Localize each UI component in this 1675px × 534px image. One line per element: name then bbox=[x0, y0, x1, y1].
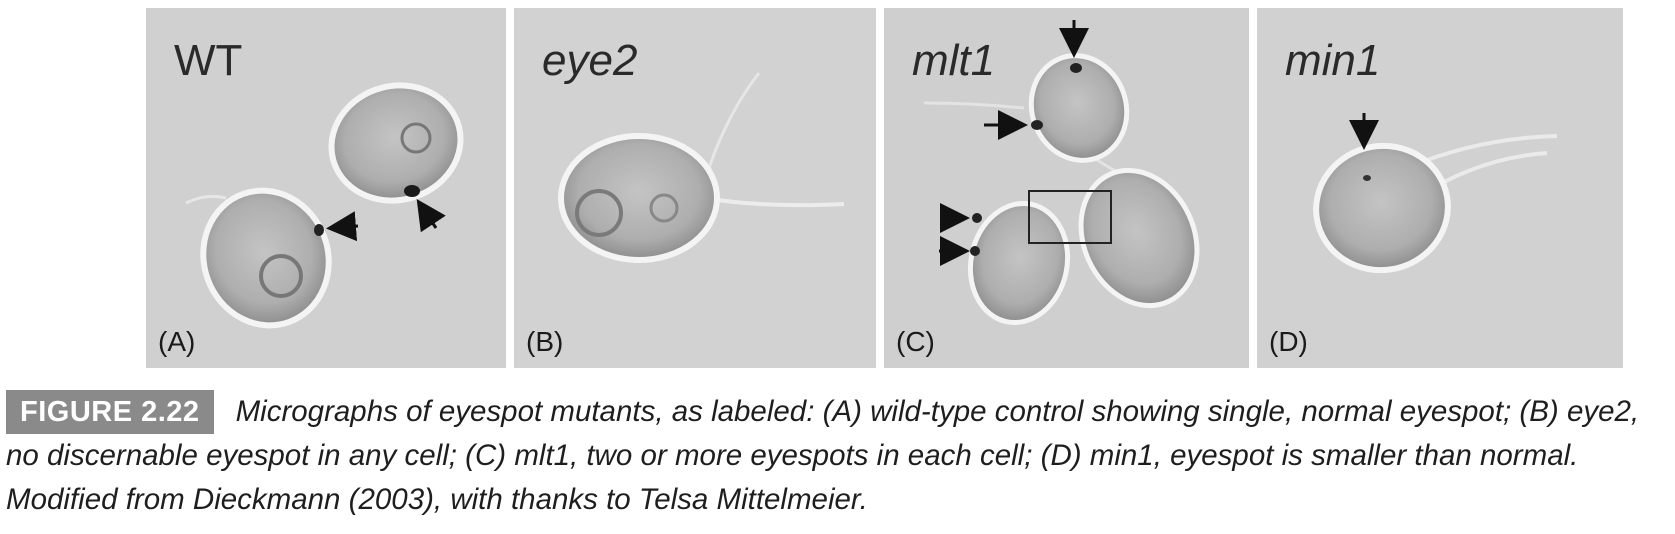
cell-a2 bbox=[328, 82, 464, 204]
micrograph-b bbox=[514, 8, 876, 368]
panel-d: min1 (D) bbox=[1257, 8, 1623, 368]
panel-label: (D) bbox=[1269, 326, 1308, 357]
panel-title: min1 bbox=[1285, 36, 1381, 85]
micrograph-d bbox=[1257, 8, 1623, 368]
arrow-a1 bbox=[326, 211, 359, 242]
panel-c: mlt1 (C) bbox=[884, 8, 1249, 368]
figure-panels: WT (A) eye2 (B) bbox=[146, 8, 1623, 368]
inset-box bbox=[1028, 190, 1112, 244]
panel-a: WT (A) bbox=[146, 8, 506, 368]
panel-title: mlt1 bbox=[912, 36, 996, 85]
panel-title: WT bbox=[174, 36, 243, 85]
eyespot-c2a bbox=[972, 213, 982, 223]
panel-label: (A) bbox=[158, 326, 196, 357]
eyespot-d1 bbox=[1363, 175, 1371, 181]
eyespot-c2b bbox=[970, 246, 980, 256]
eyespot-c1b bbox=[1031, 120, 1043, 130]
micrograph-a bbox=[146, 8, 506, 368]
cell-a1 bbox=[200, 187, 332, 329]
panel-title: eye2 bbox=[542, 36, 638, 85]
figure-caption: FIGURE 2.22 Micrographs of eyespot mutant… bbox=[6, 390, 1670, 522]
micrograph-c bbox=[884, 8, 1249, 368]
eyespot-c1a bbox=[1070, 63, 1082, 73]
arrow-a2 bbox=[416, 199, 446, 233]
figure-label: FIGURE 2.22 bbox=[6, 390, 214, 434]
figure-caption-text: Micrographs of eyespot mutants, as label… bbox=[6, 395, 1640, 516]
panel-label: (C) bbox=[896, 326, 935, 357]
panel-label: (B) bbox=[526, 326, 564, 357]
panel-b: eye2 (B) bbox=[514, 8, 876, 368]
eyespot-a2 bbox=[404, 185, 420, 197]
cell-b1 bbox=[558, 133, 720, 263]
eyespot-a1 bbox=[314, 224, 324, 236]
